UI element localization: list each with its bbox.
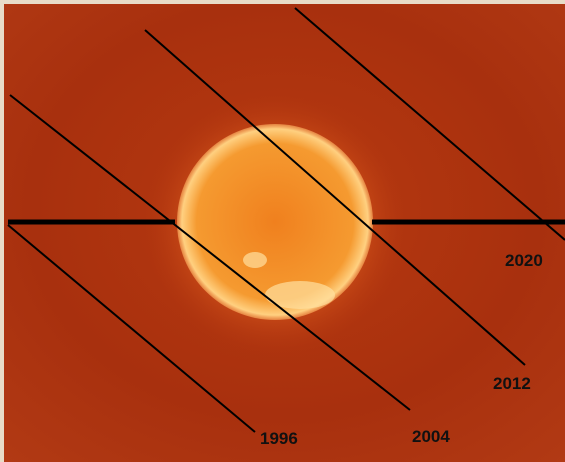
year-label: 2004 [412,427,450,446]
year-label: 1996 [260,429,298,448]
bright-region [243,252,267,268]
page: 1996 2004 2012 2020 (() => { const data … [0,0,565,462]
solar-image: 1996 2004 2012 2020 [0,0,565,462]
year-label: 2020 [505,251,543,270]
year-label: 2012 [493,374,531,393]
